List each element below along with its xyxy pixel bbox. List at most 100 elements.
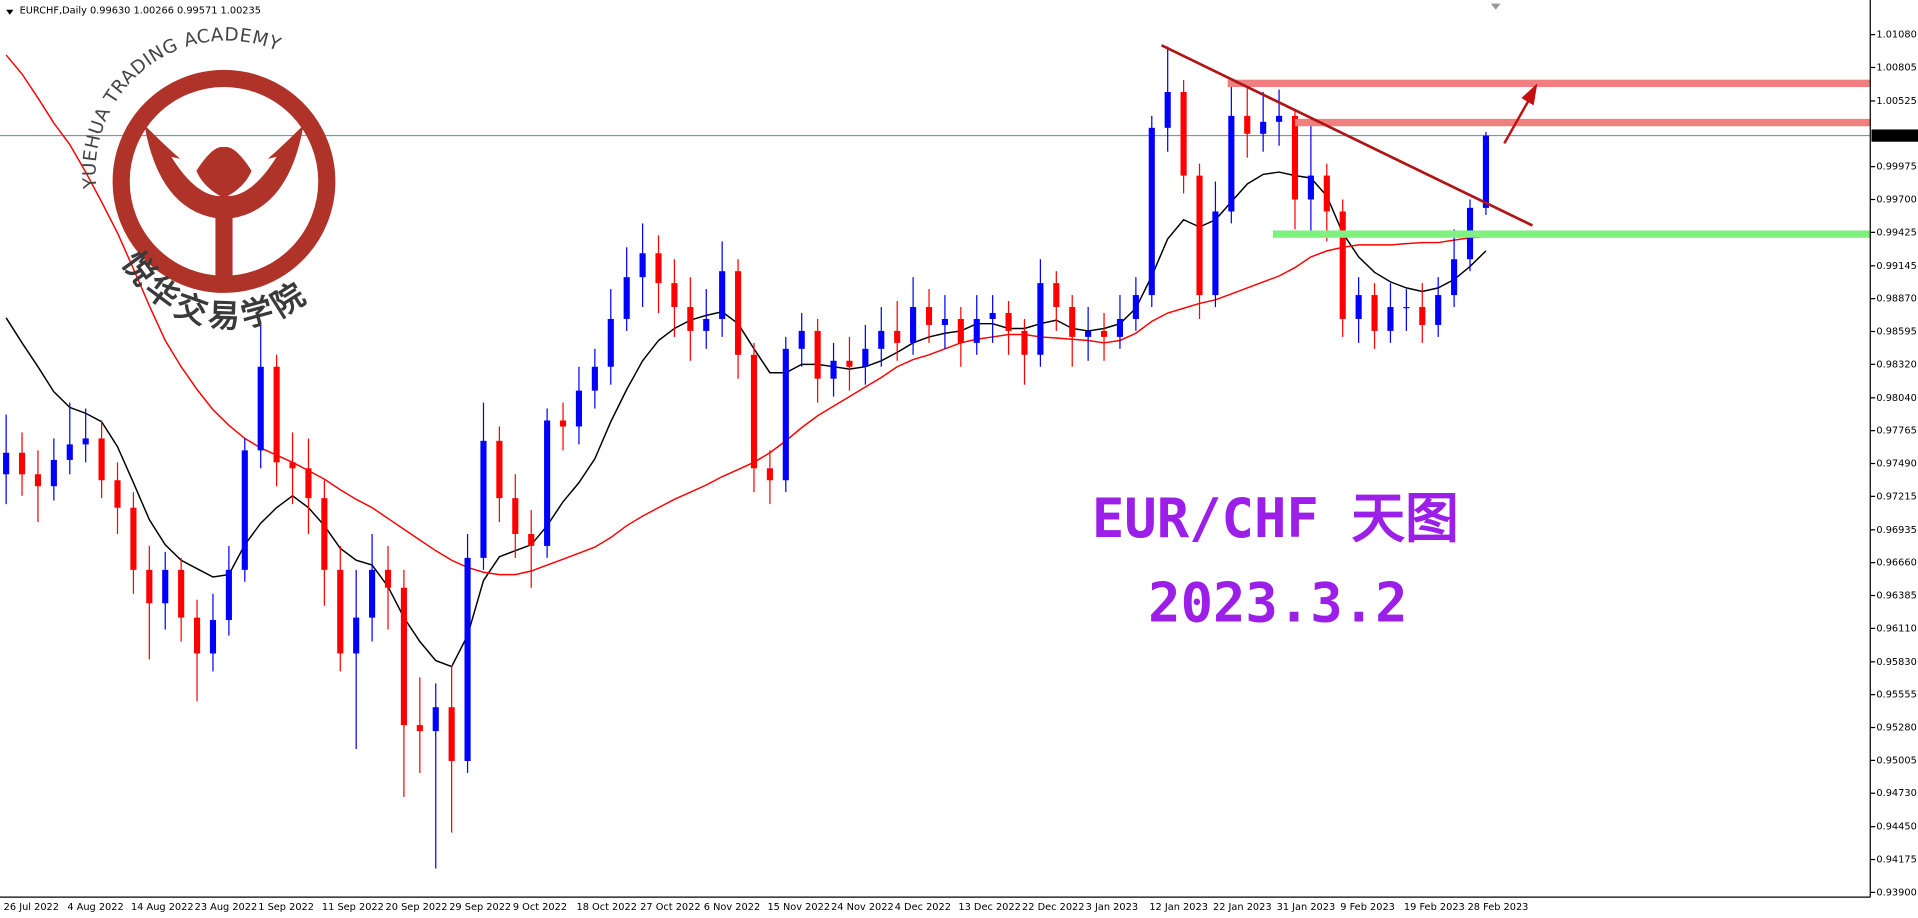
candle-body — [34, 474, 42, 487]
candle-body — [575, 390, 583, 427]
candle-body — [607, 318, 614, 367]
candle-body — [1164, 91, 1171, 128]
candle-body — [1037, 283, 1044, 355]
x-tick-label: 28 Feb 2023 — [1468, 902, 1529, 913]
candle-body — [1228, 115, 1235, 212]
x-tick-label: 9 Oct 2022 — [513, 902, 567, 913]
y-tick-label: 0.95280 — [1876, 723, 1916, 734]
scroll-marker — [1490, 3, 1501, 10]
candle-body — [273, 366, 280, 463]
candle-body — [1005, 312, 1012, 331]
x-tick-label: 23 Aug 2022 — [195, 902, 258, 913]
candle-body — [719, 271, 726, 319]
y-tick-label: 0.94450 — [1876, 822, 1916, 833]
x-tick-label: 9 Feb 2023 — [1340, 902, 1395, 913]
y-tick-label: 0.98320 — [1876, 359, 1916, 370]
candle-body — [1323, 175, 1330, 212]
y-tick-label: 0.99975 — [1876, 162, 1916, 173]
candle-body — [1419, 307, 1426, 325]
candle-body — [878, 330, 885, 349]
arrow-head — [1521, 83, 1538, 106]
logo-mark-inner — [171, 156, 277, 197]
candle-body — [1100, 330, 1108, 337]
candle-body — [1021, 330, 1028, 355]
y-tick-label: 0.96935 — [1876, 525, 1916, 536]
candle-body — [671, 283, 678, 308]
y-tick-label: 0.95005 — [1876, 755, 1916, 766]
y-tick-label: 0.96385 — [1876, 591, 1916, 602]
axis-layer: 1.01080 1.00805 1.00525 0.99975 0.99700 0.994… — [4, 30, 1918, 913]
x-tick-label: 19 Feb 2023 — [1404, 902, 1465, 913]
candle-body — [1355, 295, 1362, 319]
support-zone — [1272, 230, 1871, 238]
y-tick-label: 0.96110 — [1876, 623, 1916, 634]
logo-ring — [112, 69, 336, 293]
moving-average — [5, 54, 1486, 576]
x-tick-label: 15 Nov 2022 — [767, 902, 830, 913]
candle-body — [337, 569, 344, 654]
arrow-shaft — [1503, 97, 1532, 145]
menu-icon[interactable] — [6, 9, 14, 15]
candle-body — [1053, 283, 1060, 308]
candle-body — [1069, 307, 1076, 337]
candle-layer — [3, 46, 1489, 869]
candle-body — [814, 330, 821, 379]
candle-body — [400, 587, 407, 726]
candle-body — [353, 617, 360, 654]
candle-body — [1276, 115, 1283, 122]
candle-body — [910, 307, 917, 343]
candle-body — [830, 360, 837, 379]
x-tick-label: 26 Jul 2022 — [4, 902, 59, 913]
candle-body — [1387, 307, 1394, 331]
y-tick-label: 0.98870 — [1876, 294, 1916, 305]
candle-body — [384, 569, 392, 588]
candle-body — [1244, 115, 1251, 134]
candle-body — [655, 253, 662, 284]
candle-body — [623, 277, 630, 319]
x-tick-label: 6 Nov 2022 — [704, 902, 760, 913]
candle-body — [1116, 318, 1124, 337]
candle-body — [432, 707, 439, 732]
price-box — [1871, 129, 1918, 142]
candle-body — [305, 468, 312, 499]
y-tick-label: 0.97490 — [1876, 459, 1916, 470]
y-tick-label: 0.94730 — [1876, 788, 1916, 799]
trend-line — [1160, 44, 1534, 227]
y-tick-label: 0.97765 — [1876, 426, 1916, 437]
candle-body — [1212, 211, 1219, 296]
x-tick-label: 3 Jan 2023 — [1086, 902, 1138, 913]
candle-body — [750, 354, 758, 469]
candle-body — [544, 420, 551, 546]
candle-body — [369, 569, 376, 618]
candle-body — [82, 438, 89, 445]
candle-body — [448, 707, 455, 761]
resistance-zone — [1294, 118, 1871, 127]
candle-body — [257, 366, 264, 451]
candle-body — [209, 620, 217, 654]
candle-body — [225, 569, 232, 621]
annotation-title: EUR/CHF 天图 — [1092, 487, 1459, 550]
y-tick-label: 0.96660 — [1876, 558, 1916, 569]
candle-body — [766, 468, 773, 481]
y-tick-label: 0.98595 — [1876, 327, 1916, 338]
candle-body — [1260, 121, 1267, 134]
candle-body — [130, 507, 137, 570]
candle-body — [1132, 295, 1139, 319]
x-tick-label: 1 Sep 2022 — [258, 902, 314, 913]
candle-body — [1148, 127, 1155, 296]
y-tick-label: 1.01080 — [1876, 30, 1916, 41]
x-tick-label: 20 Sep 2022 — [386, 902, 448, 913]
x-tick-label: 31 Jan 2023 — [1277, 902, 1336, 913]
y-tick-label: 0.93900 — [1876, 887, 1916, 898]
y-tick-label: 1.00805 — [1876, 62, 1916, 73]
candle-body — [1180, 91, 1187, 176]
candle-body — [18, 452, 26, 475]
price-box-label: 1.00235 — [1876, 131, 1916, 142]
moving-average — [5, 171, 1487, 668]
candle-body — [98, 438, 105, 481]
candle-body — [798, 330, 805, 349]
candle-body — [3, 452, 10, 475]
y-tick-label: 0.98040 — [1876, 393, 1916, 404]
